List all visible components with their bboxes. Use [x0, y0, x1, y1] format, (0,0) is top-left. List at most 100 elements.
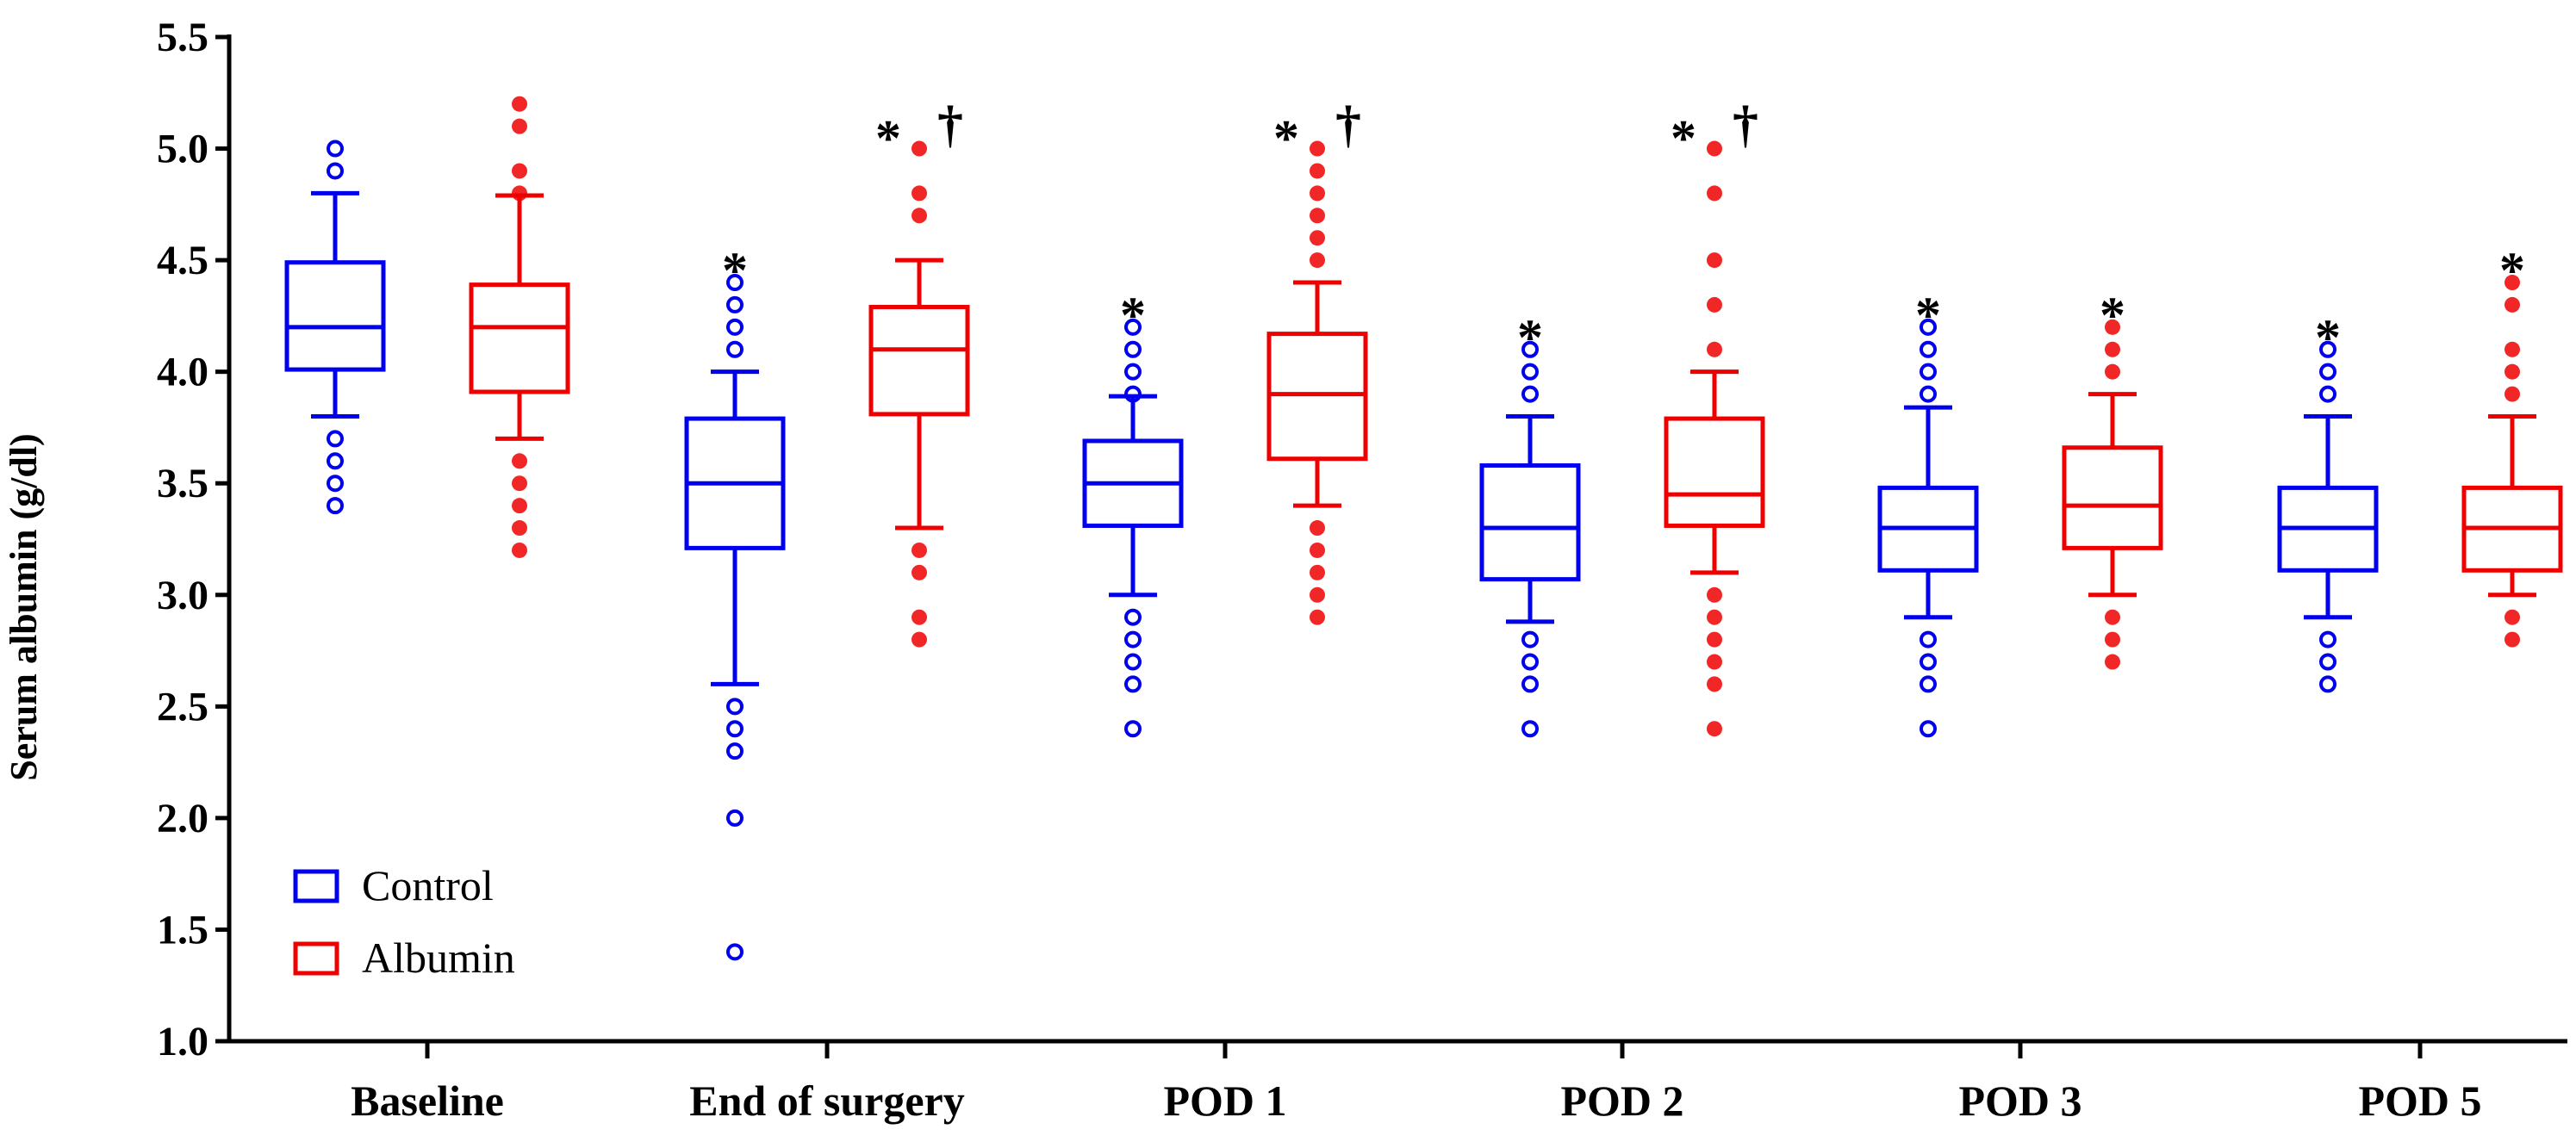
iqr-box — [469, 282, 570, 394]
outlier-point — [726, 295, 744, 313]
outlier-point — [2319, 340, 2336, 358]
significance-asterisk: * — [2499, 242, 2525, 299]
y-tick-label: 3.5 — [157, 461, 208, 506]
outlier-point — [1310, 520, 1325, 537]
x-tick-label: POD 3 — [1958, 1077, 2081, 1125]
outlier-point — [1920, 720, 1937, 738]
outlier-point — [2319, 675, 2336, 693]
significance-asterisk: * — [1273, 110, 1299, 167]
outlier-point — [1521, 363, 1539, 381]
outlier-point — [1707, 341, 1722, 357]
outlier-point — [327, 430, 344, 448]
outlier-point — [1310, 208, 1325, 224]
outlier-point — [2504, 609, 2520, 625]
outlier-point — [1124, 720, 1142, 738]
iqr-box — [2062, 445, 2163, 550]
y-tick-label: 4.5 — [157, 238, 208, 283]
outlier-point — [2105, 363, 2120, 380]
significance-dagger: † — [1335, 96, 1361, 153]
outlier-point — [1707, 654, 1722, 670]
outlier-point — [1707, 676, 1722, 692]
significance-asterisk: * — [722, 242, 748, 299]
iqr-box — [868, 305, 970, 417]
iqr-box — [1664, 416, 1765, 528]
box-group-control: * — [1082, 287, 1184, 738]
outlier-point — [2504, 631, 2520, 648]
outlier-point — [1707, 140, 1722, 157]
y-tick-label: 5.0 — [157, 127, 208, 172]
outlier-point — [2504, 341, 2520, 357]
box-group-control: * — [684, 242, 786, 961]
outlier-point — [1920, 675, 1937, 693]
outlier-point — [2504, 363, 2520, 380]
outlier-point — [912, 609, 927, 625]
outlier-point — [1124, 363, 1142, 381]
outlier-point — [512, 185, 527, 202]
outlier-point — [1920, 385, 1937, 403]
y-tick-label: 3.0 — [157, 573, 208, 618]
x-tick-label: Baseline — [351, 1077, 504, 1125]
outlier-point — [512, 118, 527, 134]
outlier-point — [512, 498, 527, 514]
outlier-point — [1310, 185, 1325, 202]
outlier-point — [1124, 340, 1142, 358]
outlier-point — [1521, 385, 1539, 403]
box-group-control: * — [1877, 287, 1979, 738]
outlier-point — [1920, 363, 1937, 381]
outlier-point — [1310, 586, 1325, 603]
y-tick-label: 4.0 — [157, 350, 208, 395]
axes: 1.0 1.5 2.0 2.5 3.0 3.5 4.0 4.5 5.0 5.5 Baseline En… — [157, 15, 2567, 1125]
outlier-point — [1124, 318, 1142, 336]
outlier-point — [1707, 721, 1722, 737]
outlier-point — [1920, 630, 1937, 648]
outlier-point — [726, 809, 744, 827]
outlier-point — [512, 475, 527, 492]
outlier-point — [726, 720, 744, 738]
outlier-point — [1310, 609, 1325, 625]
y-axis-label: Serum albumin (g/dl) — [3, 433, 45, 780]
iqr-box — [284, 260, 386, 372]
outlier-point — [1920, 318, 1937, 336]
outlier-point — [2504, 386, 2520, 402]
outlier-point — [726, 698, 744, 716]
y-tick-label: 2.0 — [157, 796, 208, 841]
outlier-point — [1124, 653, 1142, 671]
outlier-point — [512, 453, 527, 469]
outlier-point — [512, 96, 527, 112]
outlier-point — [912, 631, 927, 648]
outlier-point — [1707, 609, 1722, 625]
y-tick-label: 2.5 — [157, 684, 208, 729]
significance-asterisk: * — [2100, 287, 2125, 344]
legend: Control Albumin — [293, 861, 515, 982]
outlier-point — [912, 208, 927, 224]
outlier-point — [2105, 654, 2120, 670]
outlier-point — [512, 163, 527, 179]
outlier-point — [1521, 675, 1539, 693]
significance-asterisk: * — [1671, 110, 1696, 167]
outlier-point — [726, 943, 744, 961]
outlier-point — [2504, 275, 2520, 291]
box-group-control: * — [1479, 309, 1581, 738]
box-group-albumin: * — [2062, 287, 2163, 670]
box-group-albumin: * † — [1664, 96, 1765, 737]
outlier-point — [2319, 385, 2336, 403]
outlier-point — [1310, 163, 1325, 179]
outlier-point — [1920, 653, 1937, 671]
outlier-point — [1521, 720, 1539, 738]
outlier-point — [912, 564, 927, 580]
plot-marks: ** * * ** † * † * †** — [284, 96, 2563, 961]
box-group-albumin — [469, 96, 570, 558]
outlier-point — [1310, 140, 1325, 157]
outlier-point — [1707, 631, 1722, 648]
significance-asterisk: * — [875, 110, 901, 167]
outlier-point — [1521, 630, 1539, 648]
outlier-point — [1310, 542, 1325, 558]
iqr-box — [1479, 462, 1581, 582]
box-group-control — [284, 140, 386, 515]
outlier-point — [1310, 252, 1325, 269]
outlier-point — [327, 475, 344, 493]
outlier-point — [1521, 653, 1539, 671]
outlier-point — [2319, 363, 2336, 381]
box-group-control: * — [2277, 309, 2379, 693]
